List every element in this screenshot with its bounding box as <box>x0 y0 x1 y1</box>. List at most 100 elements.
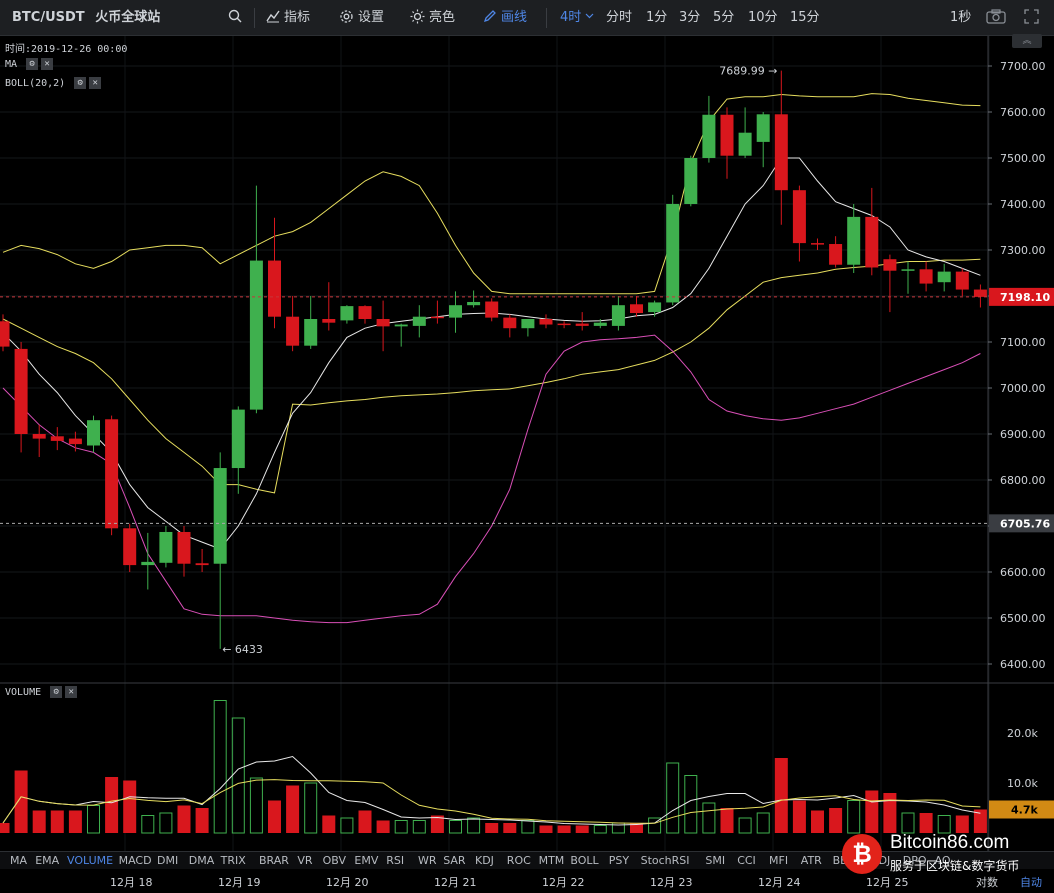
indicator-tab-boll[interactable]: BOLL <box>570 854 599 867</box>
boll-close-icon[interactable]: ✕ <box>89 77 102 89</box>
indicator-tab-dpo[interactable]: DPO <box>902 854 927 867</box>
volume-ma-line <box>2 755 981 826</box>
indicator-tab-emv[interactable]: EMV <box>354 854 379 867</box>
candle-body <box>177 531 191 564</box>
volume-bar <box>937 815 951 834</box>
ma-settings-icon[interactable]: ⚙ <box>26 58 39 70</box>
indicator-tab-vr[interactable]: VR <box>297 854 313 867</box>
indicator-tab-stochrsi[interactable]: StochRSI <box>640 854 690 867</box>
volume-bar <box>575 825 589 833</box>
pair-symbol: BTC/USDT <box>12 10 85 25</box>
price-tick-label: 7400.00 <box>1000 198 1046 211</box>
volume-bar <box>322 815 336 833</box>
draw-label: 画线 <box>501 10 528 25</box>
indicator-tab-mtm[interactable]: MTM <box>538 854 565 867</box>
indicator-tab-ma[interactable]: MA <box>10 854 28 867</box>
indicator-tab-smi[interactable]: SMI <box>705 854 726 867</box>
date-label: 12月 18 <box>110 876 153 889</box>
candle-body <box>557 323 571 326</box>
fullscreen-icon[interactable] <box>1024 0 1039 36</box>
candle-body <box>756 114 770 142</box>
toolbar-divider <box>546 8 547 28</box>
interval-timeline[interactable]: 分时 <box>606 10 633 25</box>
ma-label: MA <box>5 59 18 70</box>
indicator-tab-roc[interactable]: ROC <box>506 854 531 867</box>
settings-button[interactable]: 设置 <box>339 0 384 36</box>
indicator-tab-volume[interactable]: VOLUME <box>67 854 114 867</box>
boll-layer <box>2 93 981 624</box>
boll-label: BOLL(20,2) <box>5 78 66 89</box>
volume-bar <box>684 775 698 834</box>
camera-icon[interactable] <box>986 0 1006 36</box>
volume-ma-line <box>2 779 981 824</box>
sun-icon <box>410 9 425 24</box>
volume-bar <box>557 825 571 833</box>
theme-label: 亮色 <box>429 10 456 25</box>
volume-bar <box>847 800 861 834</box>
indicator-tab-mfi[interactable]: MFI <box>769 854 789 867</box>
indicator-tab-ema[interactable]: EMA <box>35 854 60 867</box>
time-value: 2019-12-26 00:00 <box>31 44 128 55</box>
candle-body <box>195 563 209 566</box>
indicator-tab-psy[interactable]: PSY <box>608 854 630 867</box>
volume-bar <box>666 762 680 834</box>
indicator-tab-trix[interactable]: TRIX <box>220 854 246 867</box>
candle-body <box>666 204 680 303</box>
volume-bar <box>32 810 46 833</box>
date-label: 12月 20 <box>326 876 369 889</box>
volume-bar <box>774 758 788 833</box>
ma-close-icon[interactable]: ✕ <box>41 58 54 70</box>
theme-toggle[interactable]: 亮色 <box>410 0 455 36</box>
high-price-marker: 7689.99 → <box>719 65 777 78</box>
indicators-button[interactable]: 指标 <box>266 0 310 36</box>
indicators-icon <box>266 10 280 23</box>
interval-5m[interactable]: 5分 <box>713 10 735 25</box>
candle-body <box>829 244 843 265</box>
date-label: 12月 24 <box>758 876 801 889</box>
indicator-tab-cci[interactable]: CCI <box>737 854 756 867</box>
indicator-tab-atr[interactable]: ATR <box>800 854 822 867</box>
interval-1m[interactable]: 1分 <box>646 10 668 25</box>
interval-15m[interactable]: 15分 <box>790 10 820 25</box>
volume-bar <box>50 810 64 833</box>
indicator-tab-dmi[interactable]: DMI <box>157 854 179 867</box>
chart-area[interactable]: 7700.007600.007500.007400.007300.007200.… <box>0 34 1054 851</box>
interval-dropdown[interactable]: 4时 <box>560 0 594 36</box>
candle-body <box>286 316 300 346</box>
interval-3m[interactable]: 3分 <box>679 10 701 25</box>
low-price-marker: ← 6433 <box>222 643 263 656</box>
refresh-rate[interactable]: 1秒 <box>950 10 972 25</box>
indicator-tab-obv[interactable]: OBV <box>322 854 346 867</box>
volume-close-icon[interactable]: ✕ <box>65 686 78 698</box>
boll-settings-icon[interactable]: ⚙ <box>74 77 87 89</box>
indicator-tab-sar[interactable]: SAR <box>443 854 466 867</box>
volume-bar <box>829 808 843 833</box>
indicator-tab-ao[interactable]: AO <box>934 854 951 867</box>
price-axis-layer: 7700.007600.007500.007400.007300.007200.… <box>0 60 1054 819</box>
indicator-tab-wr[interactable]: WR <box>418 854 437 867</box>
gear-icon <box>340 10 353 23</box>
price-tick-label: 7500.00 <box>1000 152 1046 165</box>
pair-title[interactable]: BTC/USDT 火币全球站 <box>12 0 160 36</box>
settings-label: 设置 <box>358 10 385 25</box>
auto-scale-toggle[interactable]: 自动 <box>1020 876 1042 889</box>
log-scale-toggle[interactable]: 对数 <box>976 876 998 889</box>
indicator-tab-macd[interactable]: MACD <box>118 854 152 867</box>
indicator-tab-rsi[interactable]: RSI <box>386 854 405 867</box>
search-icon[interactable] <box>228 0 242 36</box>
candle-body <box>919 269 933 284</box>
draw-tools-button[interactable]: 画线 <box>483 0 527 36</box>
indicator-tab-brar[interactable]: BRAR <box>259 854 289 867</box>
collapse-toggle[interactable]: ︽ <box>1012 34 1042 48</box>
volume-settings-icon[interactable]: ⚙ <box>50 686 63 698</box>
candle-body <box>141 561 155 566</box>
price-tick-label: 7600.00 <box>1000 106 1046 119</box>
candle-body <box>449 305 462 318</box>
candle-body <box>575 323 589 326</box>
volume-layer <box>0 700 987 834</box>
price-chart-svg[interactable]: 7700.007600.007500.007400.007300.007200.… <box>0 36 1054 851</box>
indicator-tab-kdj[interactable]: KDJ <box>475 854 494 867</box>
candle-body <box>611 305 625 326</box>
indicator-tab-dma[interactable]: DMA <box>188 854 215 867</box>
interval-10m[interactable]: 10分 <box>748 10 778 25</box>
